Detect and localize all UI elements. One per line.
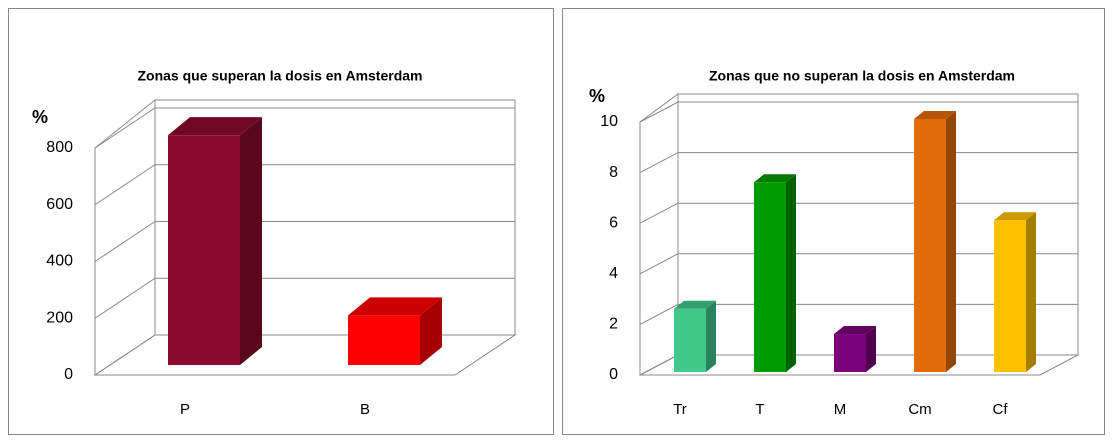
y-tick-label: 800	[46, 139, 73, 156]
chart-title: Zonas que superan la dosis en Amsterdam	[137, 68, 422, 84]
grid-line	[94, 277, 515, 319]
bar-side	[946, 111, 956, 372]
x-tick-label: Tr	[673, 401, 687, 418]
side-wall	[639, 93, 679, 376]
y-tick-label: 200	[46, 309, 73, 326]
bar-top	[674, 300, 716, 309]
bar-side	[706, 300, 716, 372]
y-tick-label: 0	[609, 366, 618, 383]
bar-side	[786, 174, 796, 372]
x-tick-label: M	[834, 401, 847, 418]
grid-line	[94, 221, 515, 262]
bar-side	[1026, 212, 1036, 372]
bar-top	[914, 111, 956, 119]
x-tick-label: B	[360, 401, 370, 418]
bar	[168, 135, 240, 365]
y-axis-label: %	[32, 107, 48, 127]
bar	[674, 308, 706, 372]
y-tick-label: 0	[64, 366, 73, 383]
bar-top	[994, 212, 1036, 221]
y-tick-label: 6	[609, 214, 618, 231]
bar-top	[834, 326, 876, 335]
y-tick-label: 600	[46, 196, 73, 213]
y-tick-label: 4	[609, 265, 618, 282]
bar-side	[240, 117, 262, 365]
y-tick-label: 8	[609, 164, 618, 181]
x-tick-label: P	[180, 401, 190, 418]
x-tick-label: T	[755, 401, 764, 418]
y-tick-label: 400	[46, 253, 73, 270]
grid-line	[639, 101, 1078, 123]
bar-top	[348, 297, 442, 316]
x-tick-label: Cm	[908, 401, 931, 418]
bar-side	[866, 326, 876, 372]
y-tick-label: 10	[600, 113, 618, 130]
bar-top	[754, 174, 796, 183]
x-tick-label: Cf	[993, 401, 1009, 418]
side-wall	[94, 98, 156, 376]
bar	[754, 182, 786, 372]
grid-line	[94, 107, 515, 149]
floor	[93, 334, 517, 376]
bar	[834, 334, 866, 372]
y-axis-label: %	[589, 86, 605, 106]
y-tick-label: 2	[609, 316, 618, 333]
chart-title: Zonas que no superan la dosis en Amsterd…	[709, 68, 1015, 84]
bar	[348, 315, 420, 365]
grid-line	[94, 164, 515, 206]
bar	[994, 220, 1026, 372]
bar-side	[420, 297, 442, 365]
bar-top	[168, 117, 262, 136]
bar	[914, 119, 946, 372]
